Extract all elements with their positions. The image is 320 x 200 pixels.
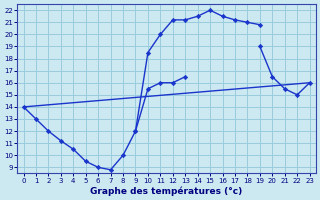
X-axis label: Graphe des températures (°c): Graphe des températures (°c)	[91, 186, 243, 196]
